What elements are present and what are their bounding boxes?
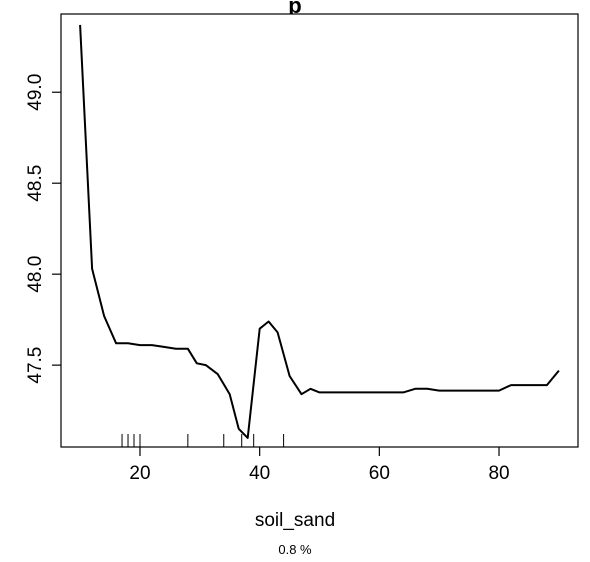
x-axis-label: soil_sand	[254, 510, 336, 531]
x-tick-label: 40	[249, 463, 270, 484]
y-tick-label: 47.5	[25, 347, 46, 384]
series-line	[79, 24, 560, 439]
y-tick-label: 49.0	[25, 74, 46, 111]
x-tick-label: 80	[488, 463, 509, 484]
chart-title-clip: p	[0, 0, 590, 14]
y-tick-label: 48.0	[25, 256, 46, 293]
plot-frame	[60, 13, 579, 448]
x-tick-label: 60	[369, 463, 390, 484]
x-tick-label: 20	[129, 463, 150, 484]
chart-title: p	[288, 0, 302, 14]
y-tick-label: 48.5	[25, 165, 46, 202]
chart-subtitle: 0.8 %	[278, 542, 312, 557]
